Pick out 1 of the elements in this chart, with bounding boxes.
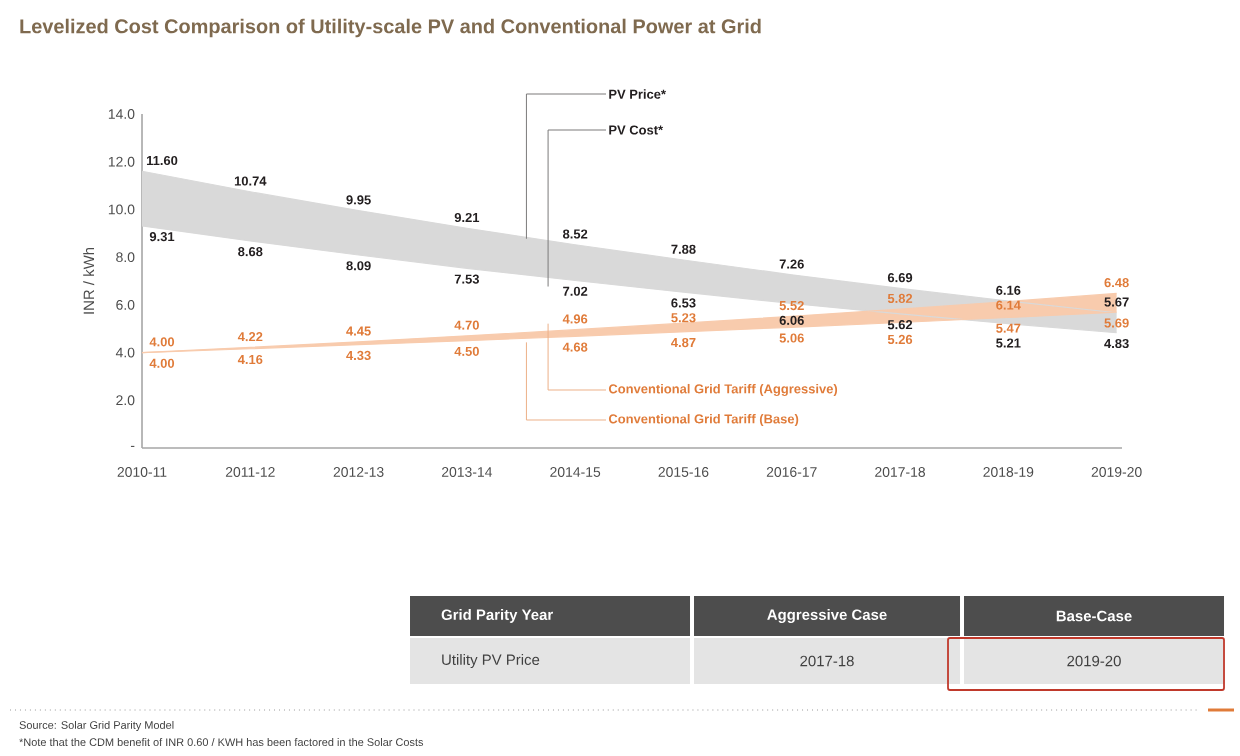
chart-title: Levelized Cost Comparison of Utility-scale PV and Conventional Power at Grid xyxy=(20,18,761,38)
